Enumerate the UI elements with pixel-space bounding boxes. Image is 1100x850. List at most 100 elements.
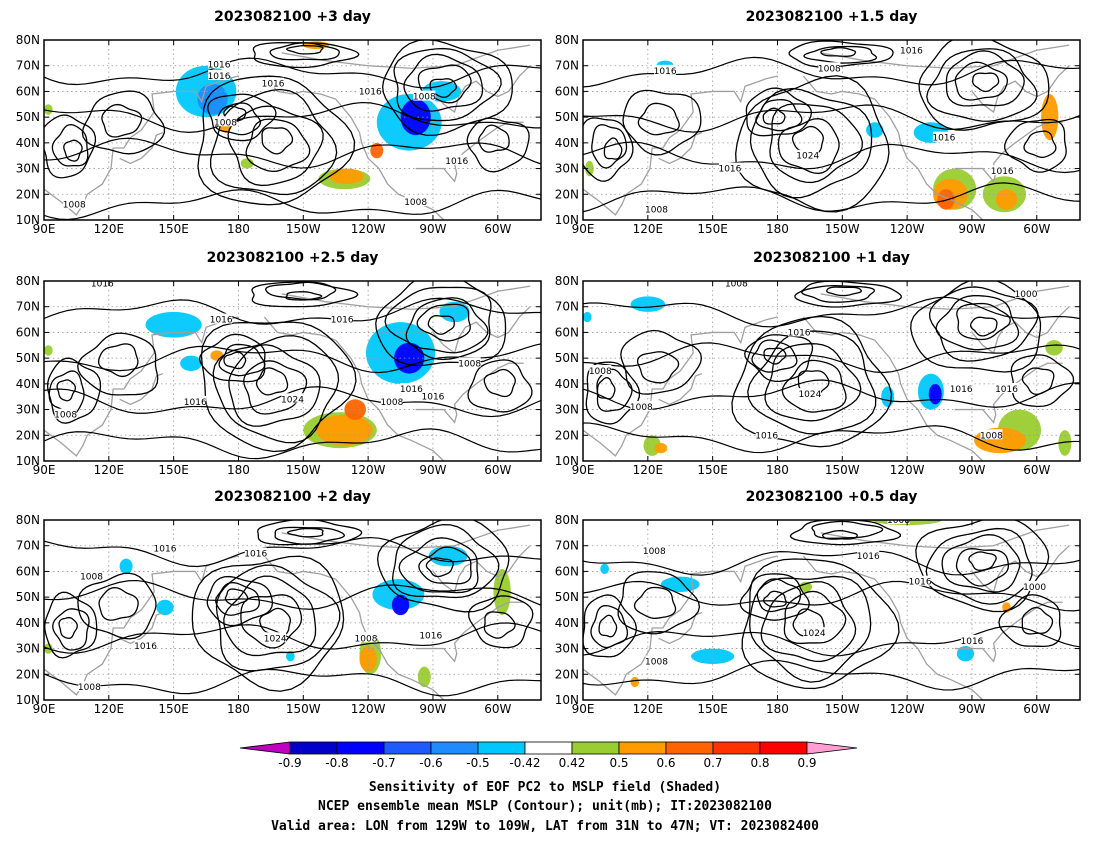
lat-tick-label: 60N <box>555 325 579 339</box>
coastline <box>44 316 239 457</box>
lon-tick-label: 120E <box>94 702 125 716</box>
coastline <box>802 75 984 220</box>
lat-tick-label: 60N <box>16 325 40 339</box>
contour-label-bg <box>63 198 86 209</box>
colorbar-tick-label: 0.6 <box>656 756 675 770</box>
lat-tick-label: 30N <box>555 403 579 417</box>
lat-tick-label: 50N <box>555 110 579 124</box>
isobar <box>956 302 1011 341</box>
panel-frame <box>43 280 542 462</box>
sensitivity-shading <box>44 104 53 115</box>
contour-label: 1008 <box>413 93 436 103</box>
contour-label-bg <box>1014 287 1037 298</box>
isobar <box>970 316 998 337</box>
panel-title: 2023082100 +0.5 day <box>746 489 918 505</box>
contour-label-bg <box>91 281 114 288</box>
sensitivity-shading <box>600 563 609 574</box>
lat-tick-label: 80N <box>555 33 579 47</box>
lat-tick-label: 70N <box>555 59 579 73</box>
coastline <box>802 555 984 700</box>
isobar <box>44 101 541 133</box>
lat-tick-label: 40N <box>555 136 579 150</box>
lon-tick-label: 120W <box>890 702 925 716</box>
colorbar-tick-label: 0.5 <box>609 756 628 770</box>
contour-label-bg <box>281 393 304 404</box>
isobar <box>741 558 900 690</box>
lat-tick-label: 10N <box>16 213 40 227</box>
isobar <box>925 527 1033 605</box>
isobar <box>210 88 338 196</box>
colorbar-cell <box>477 741 526 755</box>
panel-title: 2023082100 +2.5 day <box>207 250 379 266</box>
colorbar-cell <box>383 741 432 755</box>
isobar <box>739 573 810 621</box>
lat-tick-label: 20N <box>555 187 579 201</box>
isobar <box>483 611 516 639</box>
isobar <box>228 344 321 427</box>
contour-label: 1016 <box>932 134 955 144</box>
isobar <box>769 103 863 184</box>
isobar <box>286 45 324 55</box>
contour-label: 1024 <box>796 152 819 162</box>
contour-label: 1008 <box>355 634 378 644</box>
map-panel: 2023082100 +3 day 1016 1016 1016 1008 1016 100… <box>16 9 542 236</box>
contour-label-bg <box>589 365 612 375</box>
isobar <box>382 40 513 137</box>
isobar <box>935 295 1020 351</box>
lat-tick-label: 60N <box>555 564 579 578</box>
coastline <box>415 601 524 663</box>
contour-label-bg <box>643 544 666 555</box>
lon-tick-label: 120W <box>890 222 925 236</box>
contour-label-bg <box>718 162 741 173</box>
lon-tick-label: 150W <box>825 702 860 716</box>
isobar <box>945 50 1025 107</box>
isobar <box>200 321 357 453</box>
isobar <box>583 379 1080 411</box>
isobar <box>257 520 363 546</box>
lon-tick-label: 90W <box>958 702 985 716</box>
isobar <box>44 579 541 610</box>
lat-tick-label: 30N <box>16 642 40 656</box>
isobar <box>56 379 77 402</box>
isobar <box>941 534 1021 593</box>
sensitivity-shading <box>660 576 700 592</box>
isobar <box>751 339 798 373</box>
sensitivity-shading <box>370 142 384 159</box>
isobar <box>789 520 902 546</box>
isobar <box>821 530 858 540</box>
isobar <box>223 351 247 370</box>
isobar <box>265 281 337 301</box>
lat-tick-label: 10N <box>16 693 40 707</box>
sensitivity-shading <box>881 386 895 408</box>
lat-tick-label: 70N <box>16 539 40 553</box>
sensitivity-shading <box>928 383 942 405</box>
lon-tick-label: 150E <box>158 463 189 477</box>
isobar <box>781 359 847 413</box>
sensitivity-shading <box>145 311 202 338</box>
contour-label: 1016 <box>184 398 207 408</box>
coastline <box>658 372 703 406</box>
isobar <box>417 64 472 104</box>
contour-label: 1016 <box>961 637 984 647</box>
panel-frame <box>582 280 1081 462</box>
lat-tick-label: 30N <box>555 642 579 656</box>
lon-tick-label: 150W <box>286 702 321 716</box>
isobar <box>227 105 324 187</box>
contour-label-bg <box>210 313 233 324</box>
contour-label-bg <box>991 165 1014 176</box>
contour-label-bg <box>887 520 910 524</box>
isobar <box>826 286 862 297</box>
contour-label-bg <box>208 70 231 80</box>
sensitivity-shading <box>286 651 295 662</box>
lon-tick-label: 90E <box>33 463 56 477</box>
isobar <box>243 360 308 415</box>
sensitivity-shading <box>956 646 975 662</box>
lat-tick-label: 40N <box>16 377 40 391</box>
contour-label: 1008 <box>645 206 668 216</box>
contour-label-bg <box>796 149 819 160</box>
contour-label: 1016 <box>419 632 442 642</box>
isobar <box>585 361 641 425</box>
lon-tick-label: 90E <box>33 702 56 716</box>
contour-label: 1024 <box>264 634 287 644</box>
isobar <box>735 75 890 213</box>
